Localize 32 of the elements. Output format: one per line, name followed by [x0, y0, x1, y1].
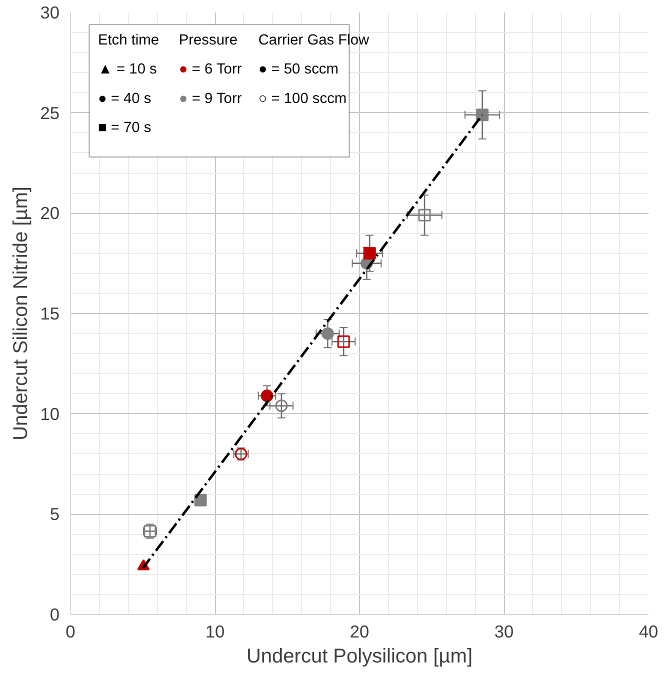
- annotation: Carrier Gas Flow: [258, 32, 370, 49]
- annotation: ▲ = 10 s: [98, 62, 157, 78]
- annotation: Etch time: [98, 32, 160, 49]
- annotation: ● = 40 s: [98, 90, 152, 107]
- y-tick-label: 5: [50, 504, 60, 524]
- y-tick-label: 0: [50, 604, 60, 624]
- point: [275, 400, 288, 412]
- annotation: ■ = 70 s: [98, 120, 152, 136]
- point: [476, 108, 489, 122]
- y-tick-label: 25: [40, 102, 60, 123]
- x-tick-label: 20: [350, 622, 370, 642]
- y-tick-label: 15: [40, 304, 60, 324]
- point: [363, 247, 376, 260]
- annotation: Pressure: [178, 32, 238, 49]
- y-axis-title: Undercut Silicon Nitride [µm]: [10, 186, 32, 440]
- x-tick-label: 10: [205, 622, 225, 642]
- point: [418, 208, 431, 222]
- point: [321, 327, 334, 340]
- x-tick-label: 40: [638, 622, 658, 642]
- annotation: ● = 9 Torr: [178, 90, 242, 107]
- y-tick-label: 30: [40, 2, 60, 22]
- annotation: ● = 50 sccm: [258, 62, 338, 78]
- x-tick-label: 0: [66, 622, 76, 642]
- annotation: ● = 6 Torr: [178, 62, 242, 78]
- point: [260, 390, 274, 402]
- annotation: ○ = 100 sccm: [258, 90, 347, 107]
- y-tick-label: 20: [40, 203, 60, 224]
- point: [194, 494, 207, 506]
- point: [337, 335, 350, 348]
- y-tick-label: 10: [40, 404, 60, 424]
- x-axis-title: Undercut Polysilicon [µm]: [246, 646, 473, 668]
- x-tick-label: 30: [494, 622, 514, 642]
